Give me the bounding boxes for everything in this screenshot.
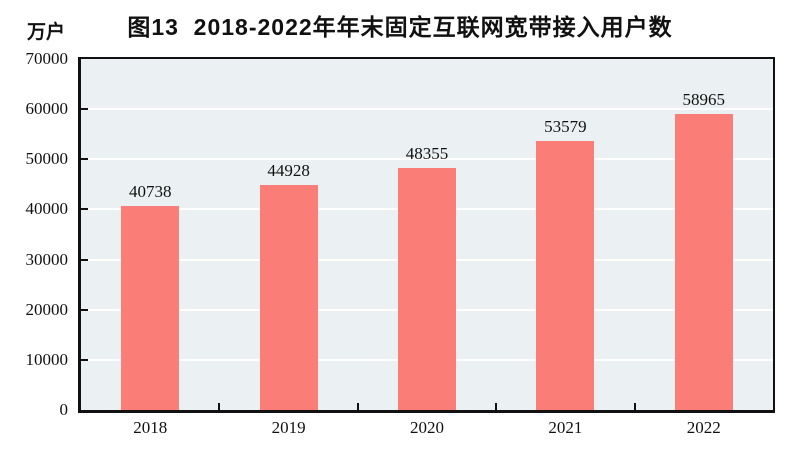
y-tick-mark-60000: [81, 108, 88, 111]
value-label-2022: 58965: [682, 90, 726, 110]
value-label-2018: 40738: [128, 181, 172, 201]
bar-2021: [536, 141, 595, 410]
gridline-y-60000: [81, 108, 773, 111]
x-tick-label-2022: 2022: [686, 418, 721, 437]
y-tick-label-0: 0: [59, 400, 69, 419]
bar-2018: [121, 205, 180, 410]
bar-2022: [674, 114, 733, 410]
value-label-2019: 44928: [267, 160, 310, 180]
y-tick-label-10000: 10000: [25, 349, 69, 369]
y-tick-mark-50000: [81, 158, 88, 161]
y-tick-label-50000: 50000: [25, 149, 69, 169]
x-tick-mark-2: [356, 403, 359, 410]
x-tick-label-2021: 2021: [548, 418, 583, 437]
y-axis-unit-label: 万户: [27, 22, 66, 43]
x-tick-label-2020: 2020: [410, 418, 444, 437]
gridline-y-50000: [81, 158, 773, 161]
y-tick-label-20000: 20000: [25, 299, 69, 319]
plot-area: 40738 44928 48355 53579 58965: [78, 57, 775, 413]
y-tick-label-30000: 30000: [25, 249, 69, 269]
chart-title: 图13 2018-2022年年末固定互联网宽带接入用户数: [127, 14, 673, 40]
x-tick-label-2019: 2019: [271, 418, 306, 437]
bar-2019: [259, 184, 318, 410]
y-tick-mark-40000: [81, 208, 88, 211]
y-tick-label-60000: 60000: [25, 99, 69, 119]
x-tick-mark-4: [633, 403, 636, 410]
bar-2020: [398, 167, 456, 410]
y-tick-mark-30000: [81, 258, 88, 261]
x-tick-label-2018: 2018: [133, 418, 168, 437]
value-label-2021: 53579: [544, 117, 587, 137]
x-tick-mark-3: [495, 403, 498, 410]
x-tick-mark-1: [218, 403, 221, 410]
y-tick-mark-20000: [81, 308, 88, 311]
y-tick-label-40000: 40000: [25, 199, 69, 219]
y-tick-mark-10000: [81, 358, 88, 361]
value-label-2020: 48355: [405, 143, 449, 163]
y-tick-label-70000: 70000: [25, 49, 69, 68]
